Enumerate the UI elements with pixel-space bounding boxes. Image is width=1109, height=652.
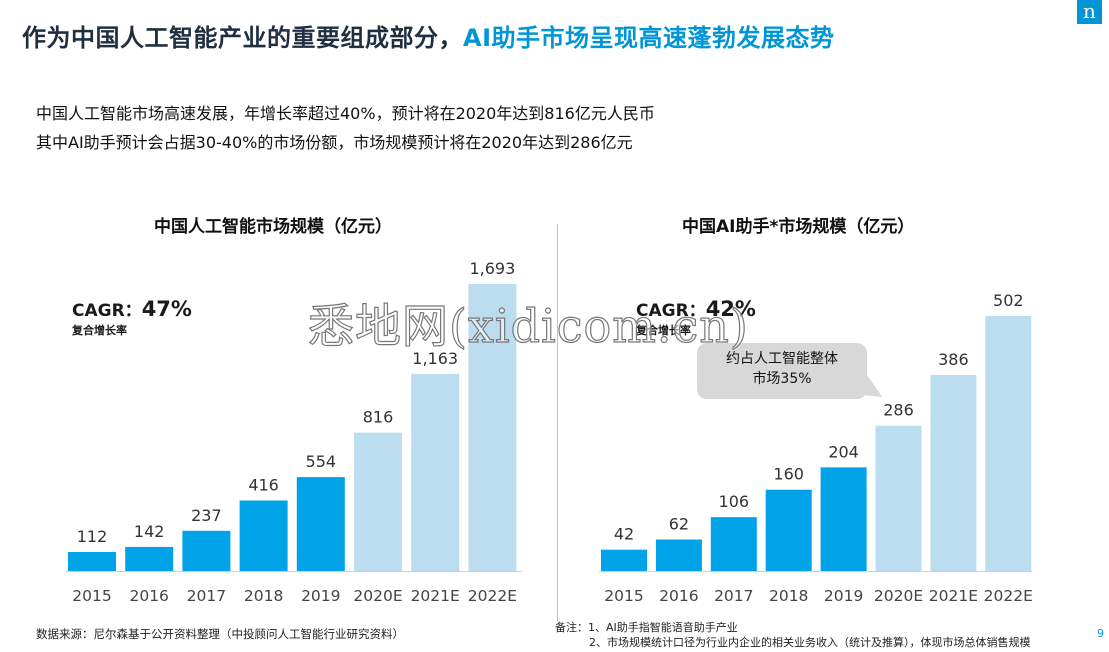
left-value-label-2022E: 1,693 xyxy=(469,259,515,278)
right-x-tick-2020E: 2020E xyxy=(874,587,923,605)
brand-logo: n xyxy=(1077,0,1102,24)
left-x-tick-2021E: 2021E xyxy=(411,587,460,605)
right-chart-title: 中国AI助手*市场规模（亿元） xyxy=(682,217,915,237)
left-bar-2021E xyxy=(411,373,460,571)
right-bar-2015 xyxy=(601,549,647,571)
right-value-label-2022E: 502 xyxy=(993,291,1024,310)
left-x-tick-2016: 2016 xyxy=(129,587,168,605)
right-x-tick-2016: 2016 xyxy=(659,587,698,605)
footnote-2: 2、市场规模统计口径为行业内企业的相关业务收入（统计及推算），体现市场总体销售规… xyxy=(589,636,1031,649)
right-value-label-2020E: 286 xyxy=(883,401,914,420)
left-value-label-2018: 416 xyxy=(248,475,279,494)
left-value-label-2015: 112 xyxy=(77,527,108,546)
left-bar-2022E xyxy=(468,284,517,571)
left-bar-2018 xyxy=(239,500,288,571)
right-bar-2018 xyxy=(765,489,812,571)
left-value-label-2016: 142 xyxy=(134,522,165,541)
right-x-tick-2015: 2015 xyxy=(604,587,643,605)
right-cagr-sub: 复合增长率 xyxy=(636,324,691,337)
left-bar-2019 xyxy=(296,477,345,571)
right-value-label-2018: 160 xyxy=(773,465,804,484)
page-title-highlight: AI助手市场呈现高速蓬勃发展态势 xyxy=(463,24,835,52)
right-x-tick-2018: 2018 xyxy=(769,587,808,605)
left-x-tick-2020E: 2020E xyxy=(353,587,402,605)
left-chart-title: 中国人工智能市场规模（亿元） xyxy=(154,217,392,237)
right-bar-2017 xyxy=(710,517,757,571)
right-bar-2022E xyxy=(985,316,1032,571)
share-callout: 约占人工智能整体 市场35% xyxy=(697,343,867,399)
right-x-tick-2019: 2019 xyxy=(824,587,863,605)
page-number: 9 xyxy=(1097,627,1104,640)
right-cagr-value: 42% xyxy=(705,297,756,321)
right-cagr-block: CAGR：42% 复合增长率 xyxy=(636,296,756,338)
left-cagr-value: 47% xyxy=(141,297,192,321)
page-title-main: 作为中国人工智能产业的重要组成部分， xyxy=(22,24,463,52)
intro-line-2: 其中AI助手预计会占据30-40%的市场份额，市场规模预计将在2020年达到28… xyxy=(36,133,633,152)
watermark: 悉地网(xidicom.cn) xyxy=(307,298,749,353)
callout-line-1: 约占人工智能整体 xyxy=(726,351,838,367)
footnotes: 备注：1、AI助手指智能语音助手产业 2、市场规模统计口径为行业内企业的相关业务… xyxy=(555,620,1031,650)
right-bar-2020E xyxy=(875,425,922,571)
left-bar-2020E xyxy=(354,432,402,571)
right-cagr-label: CAGR： xyxy=(636,301,706,321)
right-value-label-2021E: 386 xyxy=(938,350,969,369)
right-value-label-2016: 62 xyxy=(669,515,689,534)
right-value-label-2017: 106 xyxy=(719,492,750,511)
left-value-label-2021E: 1,163 xyxy=(412,349,458,368)
right-value-label-2015: 42 xyxy=(614,525,634,544)
panel-divider xyxy=(557,224,558,622)
page-title: 作为中国人工智能产业的重要组成部分，AI助手市场呈现高速蓬勃发展态势 xyxy=(22,18,835,53)
intro-text: 中国人工智能市场高速发展，年增长率超过40%，预计将在2020年达到816亿元人… xyxy=(36,99,655,157)
data-source: 数据来源：尼尔森基于公开资料整理（中投顾问人工智能行业研究资料） xyxy=(36,627,404,641)
left-value-label-2020E: 816 xyxy=(363,408,394,427)
callout-line-2: 市场35% xyxy=(752,371,812,387)
right-value-label-2019: 204 xyxy=(828,442,859,461)
left-bar-2015 xyxy=(68,552,116,571)
right-x-tick-2022E: 2022E xyxy=(984,587,1033,605)
left-bar-2017 xyxy=(182,530,231,571)
left-value-label-2017: 237 xyxy=(191,506,222,525)
left-x-tick-2018: 2018 xyxy=(244,587,283,605)
right-bar-2016 xyxy=(655,539,702,571)
right-bar-2021E xyxy=(930,374,977,571)
left-cagr-sub: 复合增长率 xyxy=(72,324,127,337)
right-bar-2019 xyxy=(820,467,867,571)
right-x-tick-2021E: 2021E xyxy=(929,587,978,605)
left-x-tick-2015: 2015 xyxy=(72,587,111,605)
right-x-tick-2017: 2017 xyxy=(714,587,753,605)
left-x-tick-2022E: 2022E xyxy=(468,587,517,605)
left-x-tick-2017: 2017 xyxy=(187,587,226,605)
left-x-tick-2019: 2019 xyxy=(301,587,340,605)
left-value-label-2019: 554 xyxy=(306,452,337,471)
footnote-1: 备注：1、AI助手指智能语音助手产业 xyxy=(555,621,738,634)
intro-line-1: 中国人工智能市场高速发展，年增长率超过40%，预计将在2020年达到816亿元人… xyxy=(36,104,655,123)
left-bar-2016 xyxy=(125,546,174,571)
left-cagr-label: CAGR： xyxy=(72,301,142,321)
left-cagr-block: CAGR：47% 复合增长率 xyxy=(72,296,192,338)
